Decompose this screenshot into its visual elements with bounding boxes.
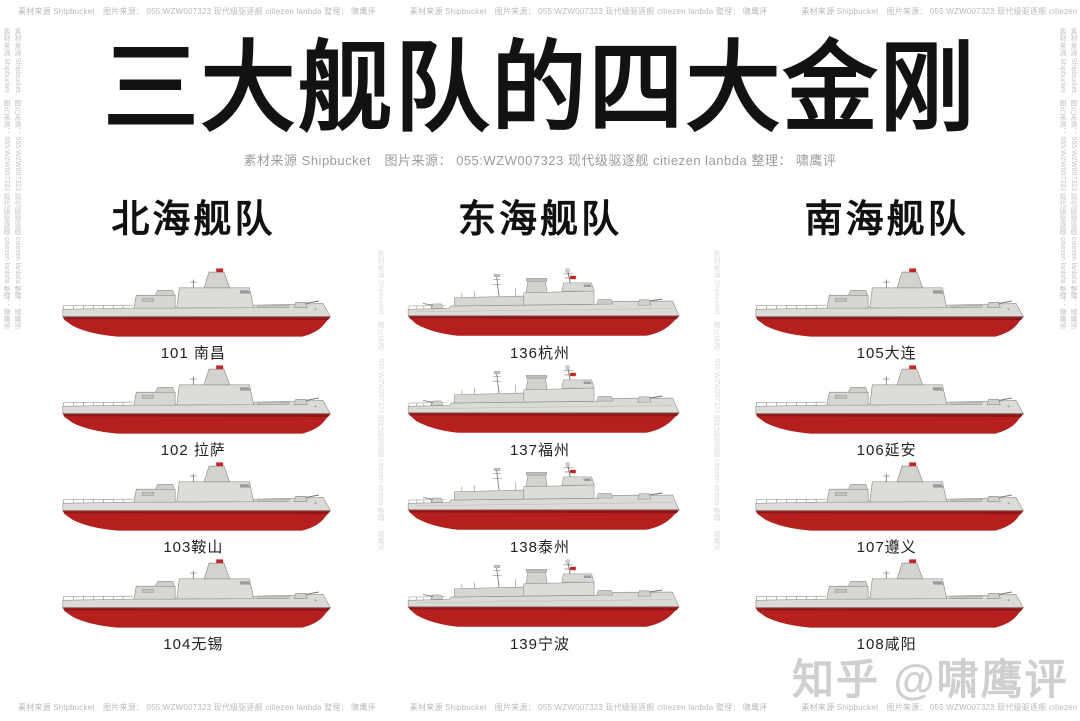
fleet-column-south-sea: 南海舰队 105大连 106延安 107遵义 108咸阳: [721, 188, 1052, 656]
ship-entry: 101 南昌: [28, 268, 359, 365]
ship-label: 101 南昌: [160, 345, 226, 362]
watermark-strip-right: 素材来源 Shipbucket 图片来源： 055:WZW007323 现代级驱…: [1057, 28, 1079, 698]
credit-watermark-text: 素材来源 Shipbucket 图片来源： 055:WZW007323 现代级驱…: [14, 28, 21, 330]
sovremenny-destroyer-illustration: [375, 268, 706, 344]
watermark-strip-left: 素材来源 Shipbucket 图片来源： 055:WZW007323 现代级驱…: [1, 28, 23, 698]
credit-watermark-text: 素材来源 Shipbucket 图片来源： 055:WZW007323 现代级驱…: [713, 250, 720, 552]
type055-destroyer-illustration: [721, 462, 1052, 538]
ship-entry: 139宁波: [375, 559, 706, 656]
watermark-row-top: 素材来源 Shipbucket 图片来源： 055:WZW007323 现代级驱…: [0, 6, 1080, 17]
type055-destroyer-illustration: [721, 365, 1052, 441]
ship-entry: 108咸阳: [721, 559, 1052, 656]
ship-entry: 136杭州: [375, 268, 706, 365]
credit-watermark-text: 素材来源 Shipbucket 图片来源： 055:WZW007323 现代级驱…: [18, 7, 376, 16]
fleet-name-east-sea: 东海舰队: [457, 199, 622, 241]
ship-label: 107遵义: [856, 539, 917, 556]
ship-label: 137福州: [509, 442, 570, 459]
credit-watermark-text: 素材来源 Shipbucket 图片来源： 055:WZW007323 现代级驱…: [3, 28, 10, 330]
ship-label: 138泰州: [509, 539, 570, 556]
ship-label: 103鞍山: [163, 539, 224, 556]
credit-watermark-text: 素材来源 Shipbucket 图片来源： 055:WZW007323 现代级驱…: [801, 7, 1080, 16]
fleet-column-east-sea: 东海舰队 136杭州 137福州 138泰州 139宁波: [375, 188, 706, 656]
credit-watermark-text: 素材来源 Shipbucket 图片来源： 055:WZW007323 现代级驱…: [377, 250, 384, 552]
type055-destroyer-illustration: [721, 559, 1052, 635]
type055-destroyer-illustration: [28, 462, 359, 538]
fleet-column-north-sea: 北海舰队 101 南昌 102 拉萨 103鞍山 104无锡: [28, 188, 359, 656]
fleet-grid: 北海舰队 101 南昌 102 拉萨 103鞍山 104无锡 东海舰队: [28, 188, 1052, 656]
ship-label: 106延安: [856, 442, 917, 459]
fleet-name-north-sea: 北海舰队: [111, 199, 276, 241]
ship-label: 105大连: [856, 345, 917, 362]
credit-watermark-text: 素材来源 Shipbucket 图片来源： 055:WZW007323 现代级驱…: [409, 703, 768, 712]
credit-watermark-text: 素材来源 Shipbucket 图片来源： 055:WZW007323 现代级驱…: [18, 703, 376, 712]
watermark-row-bottom: 素材来源 Shipbucket 图片来源： 055:WZW007323 现代级驱…: [0, 702, 1080, 713]
ship-entry: 107遵义: [721, 462, 1052, 559]
ship-entry: 104无锡: [28, 559, 359, 656]
type055-destroyer-illustration: [721, 268, 1052, 344]
credit-watermark-text: 素材来源 Shipbucket 图片来源： 055:WZW007323 现代级驱…: [409, 7, 768, 16]
ship-entry: 137福州: [375, 365, 706, 462]
sovremenny-destroyer-illustration: [375, 462, 706, 538]
ship-label: 108咸阳: [856, 636, 917, 653]
type055-destroyer-illustration: [28, 559, 359, 635]
credit-subtitle: 素材来源 Shipbucket 图片来源： 055:WZW007323 现代级驱…: [243, 153, 837, 168]
watermark-strip-inner-left: 素材来源 Shipbucket 图片来源： 055:WZW007323 现代级驱…: [364, 250, 386, 690]
type055-destroyer-illustration: [28, 365, 359, 441]
ship-entry: 138泰州: [375, 462, 706, 559]
page-title: 三大舰队的四大金刚: [103, 33, 977, 145]
sovremenny-destroyer-illustration: [375, 559, 706, 635]
credit-watermark-text: 素材来源 Shipbucket 图片来源： 055:WZW007323 现代级驱…: [1059, 28, 1066, 330]
sovremenny-destroyer-illustration: [375, 365, 706, 441]
ship-label: 104无锡: [163, 636, 224, 653]
ship-entry: 102 拉萨: [28, 365, 359, 462]
ship-entry: 103鞍山: [28, 462, 359, 559]
zhihu-signature-watermark: 知乎 @啸鹰评: [792, 656, 1069, 703]
ship-label: 102 拉萨: [160, 442, 226, 459]
ship-label: 136杭州: [509, 345, 570, 362]
fleet-name-south-sea: 南海舰队: [804, 199, 969, 241]
watermark-strip-inner-right: 素材来源 Shipbucket 图片来源： 055:WZW007323 现代级驱…: [700, 250, 722, 690]
credit-watermark-text: 素材来源 Shipbucket 图片来源： 055:WZW007323 现代级驱…: [1070, 28, 1077, 330]
type055-destroyer-illustration: [28, 268, 359, 344]
credit-watermark-text: 素材来源 Shipbucket 图片来源： 055:WZW007323 现代级驱…: [801, 703, 1080, 712]
ship-entry: 105大连: [721, 268, 1052, 365]
ship-entry: 106延安: [721, 365, 1052, 462]
ship-label: 139宁波: [509, 636, 570, 653]
